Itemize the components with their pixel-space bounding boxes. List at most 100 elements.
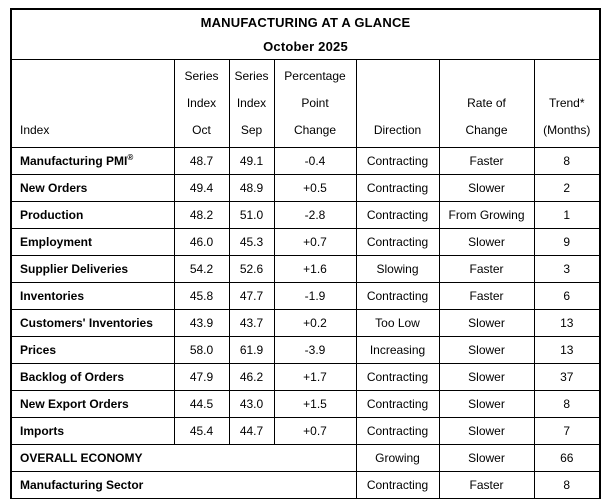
cell-rate-of-change: Slower: [438, 228, 535, 256]
cell-rate-of-change: From Growing: [438, 201, 535, 229]
cell-direction: Contracting: [355, 201, 440, 229]
cell-direction: Contracting: [355, 174, 440, 202]
cell-direction: Slowing: [355, 255, 440, 283]
cell-direction: Contracting: [355, 228, 440, 256]
cell-trend: 9: [533, 228, 601, 256]
cell-trend: 66: [533, 444, 601, 472]
cell-rate-of-change: Slower: [438, 363, 535, 391]
cell-series-sep: 43.0: [228, 390, 275, 418]
cell-direction: Contracting: [355, 417, 440, 445]
cell-rate-of-change: Slower: [438, 309, 535, 337]
table-row-production: Production 48.2 51.0 -2.8 Contracting Fr…: [10, 201, 601, 229]
table-row-backlog-of-orders: Backlog of Orders 47.9 46.2 +1.7 Contrac…: [10, 363, 601, 391]
cell-series-sep: 51.0: [228, 201, 275, 229]
cell-pct-change: -3.9: [273, 336, 357, 364]
cell-summary-label: Manufacturing Sector: [10, 471, 357, 499]
cell-trend: 1: [533, 201, 601, 229]
title-cell: MANUFACTURING AT A GLANCE October 2025: [10, 8, 601, 60]
table-row-manufacturing-sector: Manufacturing Sector Contracting Faster …: [10, 471, 601, 499]
cell-index-label: New Export Orders: [10, 390, 175, 418]
cell-series-sep: 48.9: [228, 174, 275, 202]
cell-trend: 13: [533, 309, 601, 337]
cell-rate-of-change: Faster: [438, 471, 535, 499]
cell-direction: Contracting: [355, 363, 440, 391]
cell-index-label: New Orders: [10, 174, 175, 202]
cell-direction: Increasing: [355, 336, 440, 364]
cell-pct-change: +0.5: [273, 174, 357, 202]
table-row-new-export-orders: New Export Orders 44.5 43.0 +1.5 Contrac…: [10, 390, 601, 418]
cell-pct-change: +1.6: [273, 255, 357, 283]
header-percentage-point-change: Percentage Point Change: [273, 59, 357, 148]
cell-rate-of-change: Slower: [438, 174, 535, 202]
cell-direction: Contracting: [355, 390, 440, 418]
table-row-manufacturing-pmi: Manufacturing PMI® 48.7 49.1 -0.4 Contra…: [10, 147, 601, 175]
cell-series-oct: 48.2: [173, 201, 230, 229]
cell-direction: Growing: [355, 444, 440, 472]
table-row-new-orders: New Orders 49.4 48.9 +0.5 Contracting Sl…: [10, 174, 601, 202]
header-rate-of-change: Rate of Change: [438, 59, 535, 148]
cell-trend: 13: [533, 336, 601, 364]
cell-index-label: Customers' Inventories: [10, 309, 175, 337]
cell-pct-change: +1.5: [273, 390, 357, 418]
cell-series-sep: 61.9: [228, 336, 275, 364]
manufacturing-at-a-glance-table: MANUFACTURING AT A GLANCE October 2025 I…: [10, 8, 601, 499]
cell-series-oct: 54.2: [173, 255, 230, 283]
cell-trend: 37: [533, 363, 601, 391]
cell-trend: 6: [533, 282, 601, 310]
cell-series-sep: 44.7: [228, 417, 275, 445]
column-header-row: Index Series Index Oct Series Index Sep …: [10, 59, 601, 148]
table-row-supplier-deliveries: Supplier Deliveries 54.2 52.6 +1.6 Slowi…: [10, 255, 601, 283]
cell-pct-change: +0.7: [273, 417, 357, 445]
cell-rate-of-change: Faster: [438, 147, 535, 175]
cell-rate-of-change: Slower: [438, 336, 535, 364]
cell-pct-change: +1.7: [273, 363, 357, 391]
cell-direction: Contracting: [355, 282, 440, 310]
cell-trend: 2: [533, 174, 601, 202]
cell-index-label: Supplier Deliveries: [10, 255, 175, 283]
cell-pct-change: -0.4: [273, 147, 357, 175]
cell-series-oct: 45.4: [173, 417, 230, 445]
table-subtitle: October 2025: [263, 38, 348, 54]
cell-trend: 8: [533, 390, 601, 418]
cell-pct-change: +0.7: [273, 228, 357, 256]
cell-trend: 3: [533, 255, 601, 283]
title-row: MANUFACTURING AT A GLANCE October 2025: [10, 8, 601, 60]
cell-series-oct: 44.5: [173, 390, 230, 418]
table-row-imports: Imports 45.4 44.7 +0.7 Contracting Slowe…: [10, 417, 601, 445]
table-row-employment: Employment 46.0 45.3 +0.7 Contracting Sl…: [10, 228, 601, 256]
registered-mark: ®: [127, 153, 134, 162]
cell-index-label: Prices: [10, 336, 175, 364]
cell-series-oct: 47.9: [173, 363, 230, 391]
header-trend-months: Trend* (Months): [533, 59, 601, 148]
cell-summary-label: OVERALL ECONOMY: [10, 444, 357, 472]
table-row-inventories: Inventories 45.8 47.7 -1.9 Contracting F…: [10, 282, 601, 310]
cell-rate-of-change: Slower: [438, 417, 535, 445]
cell-index-label: Imports: [10, 417, 175, 445]
cell-index-label: Backlog of Orders: [10, 363, 175, 391]
header-series-index-sep: Series Index Sep: [228, 59, 275, 148]
cell-index-label: Inventories: [10, 282, 175, 310]
cell-trend: 8: [533, 471, 601, 499]
cell-series-sep: 47.7: [228, 282, 275, 310]
header-series-index-oct: Series Index Oct: [173, 59, 230, 148]
cell-series-oct: 48.7: [173, 147, 230, 175]
cell-direction: Contracting: [355, 147, 440, 175]
cell-pct-change: -1.9: [273, 282, 357, 310]
header-direction: Direction: [355, 59, 440, 148]
cell-series-sep: 52.6: [228, 255, 275, 283]
table-title: MANUFACTURING AT A GLANCE: [200, 14, 411, 30]
cell-trend: 7: [533, 417, 601, 445]
cell-direction: Contracting: [355, 471, 440, 499]
cell-series-sep: 43.7: [228, 309, 275, 337]
table-row-overall-economy: OVERALL ECONOMY Growing Slower 66: [10, 444, 601, 472]
cell-series-sep: 45.3: [228, 228, 275, 256]
table-row-customers-inventories: Customers' Inventories 43.9 43.7 +0.2 To…: [10, 309, 601, 337]
cell-direction: Too Low: [355, 309, 440, 337]
cell-index-label: Employment: [10, 228, 175, 256]
cell-trend: 8: [533, 147, 601, 175]
cell-series-oct: 43.9: [173, 309, 230, 337]
cell-series-oct: 46.0: [173, 228, 230, 256]
cell-series-sep: 49.1: [228, 147, 275, 175]
cell-series-sep: 46.2: [228, 363, 275, 391]
